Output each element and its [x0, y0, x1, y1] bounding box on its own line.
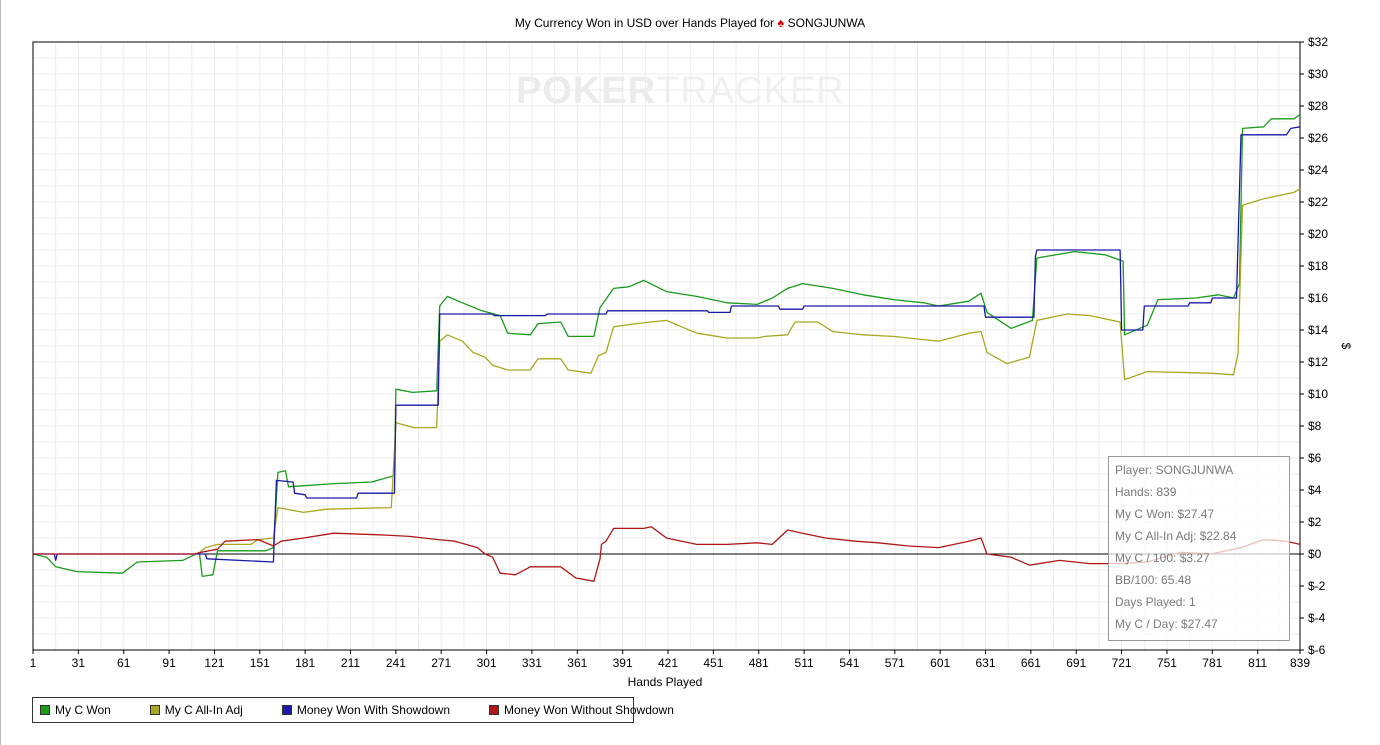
pokertracker-watermark: POKERTRACKER	[516, 70, 845, 112]
pokerstars-spade-icon: ♠	[777, 15, 785, 30]
tooltip-days: Days Played: 1	[1115, 595, 1196, 609]
x-tick-label: 811	[1248, 656, 1267, 670]
y-tick-label: $8	[1308, 419, 1322, 433]
x-tick-label: 631	[976, 656, 996, 670]
x-tick-label: 511	[795, 656, 814, 670]
x-tick-label: 271	[431, 656, 451, 670]
tooltip-bb-100: BB/100: 65.48	[1115, 573, 1192, 587]
y-tick-label: $10	[1308, 387, 1328, 401]
legend-item-my-c-won[interactable]: My C Won	[40, 703, 111, 717]
y-axis-label: $	[1339, 343, 1353, 350]
chart-title-player: SONGJUNWA	[787, 16, 866, 30]
x-tick-label: 541	[839, 656, 859, 670]
legend-swatch-showdown	[281, 705, 292, 715]
chart-title-text: My Currency Won in USD over Hands Played…	[514, 16, 775, 30]
legend-label: My C All-In Adj	[164, 703, 243, 717]
y-tick-label: $18	[1308, 259, 1328, 273]
y-tick-label: $14	[1308, 323, 1328, 337]
y-tick-label: $26	[1308, 131, 1328, 145]
series-line-0	[32, 113, 1301, 578]
x-tick-label: 361	[567, 656, 587, 670]
x-tick-label: 839	[1290, 656, 1310, 670]
x-tick-label: 781	[1202, 656, 1222, 670]
tooltip-my-c-won: My C Won: $27.47	[1115, 507, 1215, 521]
legend-item-non-showdown[interactable]: Money Won Without Showdown	[489, 703, 674, 717]
x-tick-label: 391	[613, 656, 633, 670]
x-tick-label: 721	[1112, 656, 1132, 670]
x-tick-label: 661	[1021, 656, 1041, 670]
y-tick-label: $20	[1308, 227, 1328, 241]
x-tick-label: 331	[522, 656, 542, 670]
x-tick-label: 601	[930, 656, 950, 670]
x-tick-label: 751	[1157, 656, 1177, 670]
y-tick-label: $-6	[1308, 643, 1326, 657]
x-tick-label: 481	[749, 656, 769, 670]
series-lines	[32, 113, 1301, 582]
tooltip-player: Player: SONGJUNWA	[1115, 463, 1234, 477]
x-tick-label: 211	[341, 656, 360, 670]
tooltip-per-100: My C / 100: $3.27	[1115, 551, 1210, 565]
x-tick-label: 571	[885, 656, 905, 670]
legend-label: My C Won	[55, 703, 111, 717]
x-tick-label: 91	[162, 656, 176, 670]
legend-label: Money Won With Showdown	[296, 703, 451, 717]
y-tick-label: $30	[1308, 67, 1328, 81]
y-tick-label: $0	[1308, 547, 1322, 561]
x-tick-label: 241	[386, 656, 406, 670]
y-tick-label: $32	[1308, 35, 1328, 49]
x-tick-label: 451	[703, 656, 723, 670]
legend-swatch-my-c-won	[40, 705, 50, 715]
y-tick-label: $6	[1308, 451, 1322, 465]
x-tick-label: 31	[72, 656, 86, 670]
legend-swatch-all-in-adj	[149, 705, 160, 715]
x-tick-label: 1	[30, 656, 37, 670]
tooltip-all-in-adj: My C All-In Adj: $22.84	[1115, 529, 1237, 543]
x-tick-label: 151	[250, 656, 270, 670]
y-tick-label: $-2	[1308, 579, 1326, 593]
tooltip-hands: Hands: 839	[1115, 485, 1177, 499]
x-tick-label: 61	[117, 656, 131, 670]
chart-title: My Currency Won in USD over Hands Played…	[0, 15, 1380, 30]
y-tick-label: $2	[1308, 515, 1322, 529]
y-tick-label: $4	[1308, 483, 1322, 497]
stats-tooltip: Player: SONGJUNWA Hands: 839 My C Won: $…	[1108, 456, 1290, 641]
x-tick-label: 121	[204, 656, 224, 670]
legend-label: Money Won Without Showdown	[504, 703, 674, 717]
axes: 1 31 61 91 121 151 181 211 241 271 301 331 361 391 421…	[30, 35, 1353, 670]
y-tick-label: $22	[1308, 195, 1328, 209]
legend-item-showdown[interactable]: Money Won With Showdown	[281, 703, 451, 717]
series-line-2	[33, 126, 1301, 563]
y-tick-label: $-4	[1308, 611, 1326, 625]
x-tick-label: 301	[477, 656, 497, 670]
y-tick-label: $24	[1308, 163, 1328, 177]
y-tick-label: $12	[1308, 355, 1328, 369]
x-tick-label: 421	[658, 656, 678, 670]
series-line-3	[33, 526, 1301, 582]
plot-border	[32, 41, 1301, 651]
legend-item-all-in-adj[interactable]: My C All-In Adj	[149, 703, 243, 717]
tooltip-per-day: My C / Day: $27.47	[1115, 617, 1218, 631]
x-tick-label: 691	[1066, 656, 1086, 670]
legend-swatch-non-showdown	[489, 705, 500, 715]
window-border	[0, 0, 1, 745]
legend: My C Won My C All-In Adj Money Won With …	[32, 697, 674, 723]
x-tick-label: 181	[295, 656, 315, 670]
x-axis-label: Hands Played	[627, 675, 703, 689]
grid	[32, 41, 1300, 651]
y-tick-label: $28	[1308, 99, 1328, 113]
y-tick-label: $16	[1308, 291, 1328, 305]
